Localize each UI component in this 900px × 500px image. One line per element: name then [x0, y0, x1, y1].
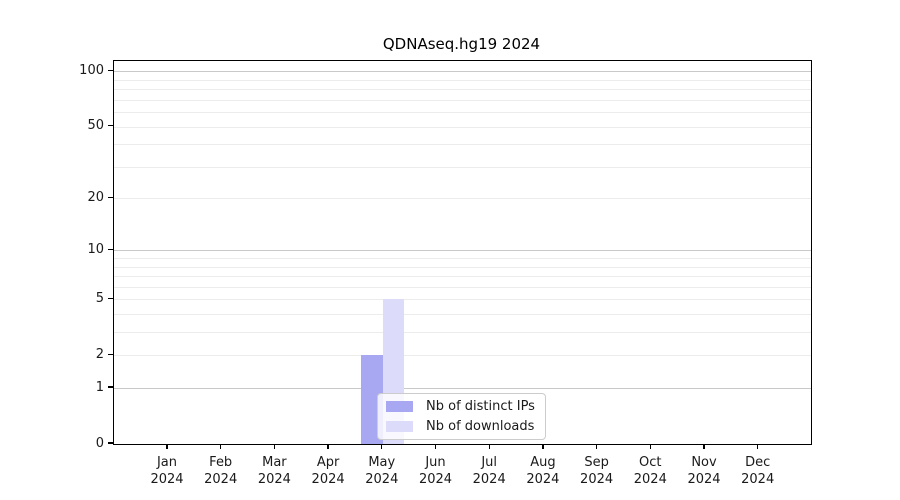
gridline-minor — [114, 166, 811, 168]
gridline-minor — [114, 355, 811, 357]
y-tick-mark — [108, 69, 113, 72]
x-tick-mark — [273, 444, 276, 450]
x-tick-label: Dec 2024 — [726, 454, 790, 488]
gridline-minor — [114, 112, 811, 114]
x-tick-label-line: 2024 — [150, 472, 184, 487]
x-tick-mark — [703, 444, 705, 450]
chart-title: QDNAseq.hg19 2024 — [382, 35, 541, 53]
y-tick-label: 1 — [95, 379, 104, 395]
x-tick-label-line: Jun — [425, 455, 446, 470]
y-tick-label: 0 — [95, 435, 104, 451]
x-tick-label-line: 2024 — [204, 472, 238, 487]
y-tick-mark — [108, 353, 113, 355]
y-tick-label: 50 — [87, 118, 104, 134]
gridline-minor — [114, 198, 811, 200]
legend: Nb of distinct IPs Nb of downloads — [377, 393, 546, 440]
legend-swatch — [386, 401, 413, 412]
x-tick-label: Aug 2024 — [511, 454, 575, 488]
x-tick-label-line: 2024 — [311, 472, 345, 487]
gridline-minor — [114, 314, 811, 316]
gridline-minor — [114, 286, 811, 288]
x-tick-label: Jan 2024 — [135, 454, 199, 488]
gridline-major — [114, 71, 811, 73]
y-tick-mark — [108, 386, 113, 388]
y-tick-label: 100 — [79, 62, 104, 78]
x-tick-label-line: 2024 — [365, 472, 399, 487]
x-tick-mark — [649, 444, 651, 450]
gridline-minor — [114, 144, 811, 146]
x-tick-label-line: May — [368, 455, 396, 470]
x-tick-label: Jun 2024 — [404, 454, 468, 488]
legend-swatch — [386, 421, 413, 432]
y-tick-mark — [108, 124, 113, 127]
y-tick-label: 5 — [95, 290, 104, 306]
gridline-major — [114, 388, 811, 390]
gridline-major — [114, 250, 811, 252]
x-tick-mark — [488, 444, 490, 450]
x-tick-mark — [595, 444, 598, 450]
x-tick-label-line: Aug — [530, 455, 556, 470]
y-tick-label: 2 — [95, 346, 104, 362]
x-tick-label: Nov 2024 — [672, 454, 736, 488]
y-tick-mark — [108, 248, 113, 251]
x-tick-label: Sep 2024 — [565, 454, 629, 488]
x-tick-label-line: Nov — [691, 455, 717, 470]
x-tick-label-line: 2024 — [633, 472, 667, 487]
gridline-minor — [114, 126, 811, 128]
legend-label: Nb of distinct IPs — [426, 399, 535, 414]
x-tick-label-line: 2024 — [580, 472, 614, 487]
y-tick-label: 10 — [87, 241, 104, 257]
x-tick-label-line: Jan — [156, 455, 178, 470]
gridline-minor — [114, 276, 811, 278]
x-tick-mark — [220, 444, 222, 450]
x-tick-label: Mar 2024 — [242, 454, 306, 488]
x-tick-mark — [542, 444, 544, 450]
gridline-minor — [114, 299, 811, 301]
x-tick-label-line: 2024 — [741, 472, 775, 487]
x-tick-label-line: 2024 — [257, 472, 291, 487]
x-tick-label: Feb 2024 — [189, 454, 253, 488]
x-tick-label-line: Oct — [639, 455, 662, 470]
y-tick-mark — [108, 442, 113, 444]
gridline-minor — [114, 89, 811, 91]
x-tick-label-line: 2024 — [472, 472, 506, 487]
y-tick-mark — [108, 297, 113, 300]
x-tick-label-line: Jul — [481, 455, 498, 470]
gridline-minor — [114, 79, 811, 81]
y-tick-mark — [108, 196, 113, 198]
gridline-minor — [114, 99, 811, 101]
x-tick-label: Jul 2024 — [457, 454, 521, 488]
gridline-minor — [114, 258, 811, 260]
x-tick-mark — [757, 444, 759, 450]
legend-item: Nb of distinct IPs — [386, 399, 535, 414]
x-tick-mark — [327, 444, 329, 450]
x-tick-label-line: 2024 — [418, 472, 453, 487]
x-tick-label-line: Feb — [209, 455, 233, 470]
x-tick-label: Apr 2024 — [296, 454, 360, 488]
legend-item: Nb of downloads — [386, 419, 535, 434]
x-tick-mark — [381, 444, 383, 450]
x-tick-mark — [434, 444, 437, 450]
x-tick-mark — [166, 444, 168, 450]
x-tick-label-line: Apr — [316, 455, 340, 470]
x-tick-label-line: Mar — [262, 455, 287, 470]
plot-area — [113, 60, 812, 445]
gridline-minor — [114, 266, 811, 268]
legend-label: Nb of downloads — [426, 419, 535, 434]
x-tick-label-line: 2024 — [526, 472, 560, 487]
x-tick-label: May 2024 — [350, 454, 414, 488]
y-tick-label: 20 — [87, 189, 104, 205]
x-tick-label-line: Dec — [745, 455, 771, 470]
x-tick-label-line: Sep — [584, 455, 609, 470]
gridline-minor — [114, 332, 811, 334]
x-tick-label-line: 2024 — [687, 472, 721, 487]
x-tick-label: Oct 2024 — [618, 454, 682, 488]
